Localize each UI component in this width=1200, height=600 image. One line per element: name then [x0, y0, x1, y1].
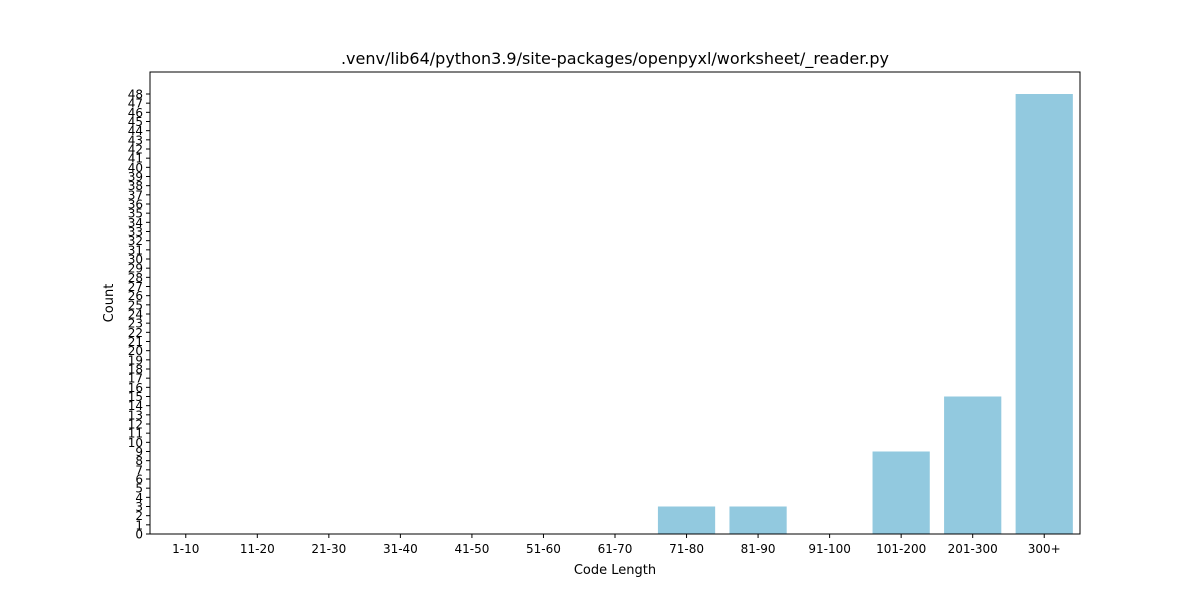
x-tick-label: 61-70 — [598, 542, 633, 556]
y-tick-label: 22 — [128, 326, 143, 340]
y-tick-label: 38 — [128, 179, 143, 193]
y-tick-label: 32 — [128, 234, 143, 248]
y-tick-label: 47 — [128, 97, 143, 111]
y-tick-label: 14 — [128, 399, 143, 413]
y-tick-label: 0 — [135, 528, 143, 542]
y-tick-label: 17 — [128, 372, 143, 386]
x-tick-label: 41-50 — [454, 542, 489, 556]
plot-frame — [149, 71, 1081, 535]
y-tick-label: 2 — [135, 509, 143, 523]
y-tick-label: 31 — [128, 243, 143, 257]
x-tick-label: 11-20 — [240, 542, 275, 556]
x-axis-label: Code Length — [574, 563, 656, 578]
y-tick-label: 25 — [128, 298, 143, 312]
x-tick-label: 201-300 — [948, 542, 998, 556]
y-tick-label: 6 — [135, 473, 143, 487]
x-tick-label: 300+ — [1028, 542, 1061, 556]
x-tick-label: 101-200 — [876, 542, 926, 556]
y-tick-label: 46 — [128, 106, 143, 120]
y-tick-label: 33 — [128, 225, 143, 239]
bar-101-200 — [872, 451, 930, 534]
x-tick-label: 71-80 — [669, 542, 704, 556]
bar-71-80 — [657, 506, 716, 534]
y-tick-label: 15 — [128, 390, 143, 404]
x-tick-label: 1-10 — [172, 542, 199, 556]
x-tick-label: 81-90 — [741, 542, 776, 556]
y-tick-label: 19 — [128, 353, 143, 367]
y-tick-label: 16 — [128, 381, 143, 395]
y-axis: 0123456789101112131415161718192021222324… — [128, 88, 150, 542]
y-tick-label: 30 — [128, 253, 143, 267]
y-tick-label: 18 — [128, 363, 143, 377]
y-tick-label: 37 — [128, 188, 143, 202]
y-tick-label: 21 — [128, 335, 143, 349]
y-axis-label: Count — [102, 284, 117, 323]
y-tick-label: 11 — [128, 427, 143, 441]
y-tick-label: 28 — [128, 271, 143, 285]
y-tick-label: 9 — [135, 445, 143, 459]
y-tick-label: 8 — [135, 454, 143, 468]
chart-title: .venv/lib64/python3.9/site-packages/open… — [341, 49, 889, 69]
bar-201-300 — [944, 396, 1002, 534]
y-tick-label: 20 — [128, 344, 143, 358]
y-tick-label: 26 — [128, 289, 143, 303]
y-tick-label: 39 — [128, 170, 143, 184]
y-tick-label: 7 — [135, 463, 143, 477]
y-tick-label: 27 — [128, 280, 143, 294]
y-tick-label: 13 — [128, 408, 143, 422]
y-tick-label: 45 — [128, 115, 143, 129]
y-tick-label: 5 — [135, 482, 143, 496]
y-tick-label: 1 — [135, 518, 143, 532]
y-tick-label: 12 — [128, 418, 143, 432]
x-tick-label: 21-30 — [311, 542, 346, 556]
y-tick-label: 36 — [128, 198, 143, 212]
y-tick-label: 40 — [128, 161, 143, 175]
y-tick-label: 48 — [128, 88, 143, 102]
bar-300+ — [1015, 94, 1073, 534]
x-tick-label: 91-100 — [808, 542, 851, 556]
bar-81-90 — [729, 506, 787, 534]
y-tick-label: 43 — [128, 133, 143, 147]
y-tick-label: 42 — [128, 143, 143, 157]
y-tick-label: 41 — [128, 152, 143, 166]
y-tick-label: 3 — [135, 500, 143, 514]
x-tick-label: 31-40 — [383, 542, 418, 556]
y-tick-label: 35 — [128, 207, 143, 221]
y-tick-label: 44 — [128, 124, 143, 138]
x-axis: 1-10 11-20 21-30 31-40 41-50 51-60 61-70 71-80 8… — [172, 534, 1061, 556]
y-tick-label: 34 — [128, 216, 143, 230]
y-tick-label: 24 — [128, 308, 143, 322]
y-tick-label: 10 — [128, 436, 143, 450]
x-tick-label: 51-60 — [526, 542, 561, 556]
y-tick-label: 23 — [128, 317, 143, 331]
y-tick-label: 29 — [128, 262, 143, 276]
bars-group — [657, 94, 1073, 534]
y-tick-label: 4 — [135, 491, 143, 505]
